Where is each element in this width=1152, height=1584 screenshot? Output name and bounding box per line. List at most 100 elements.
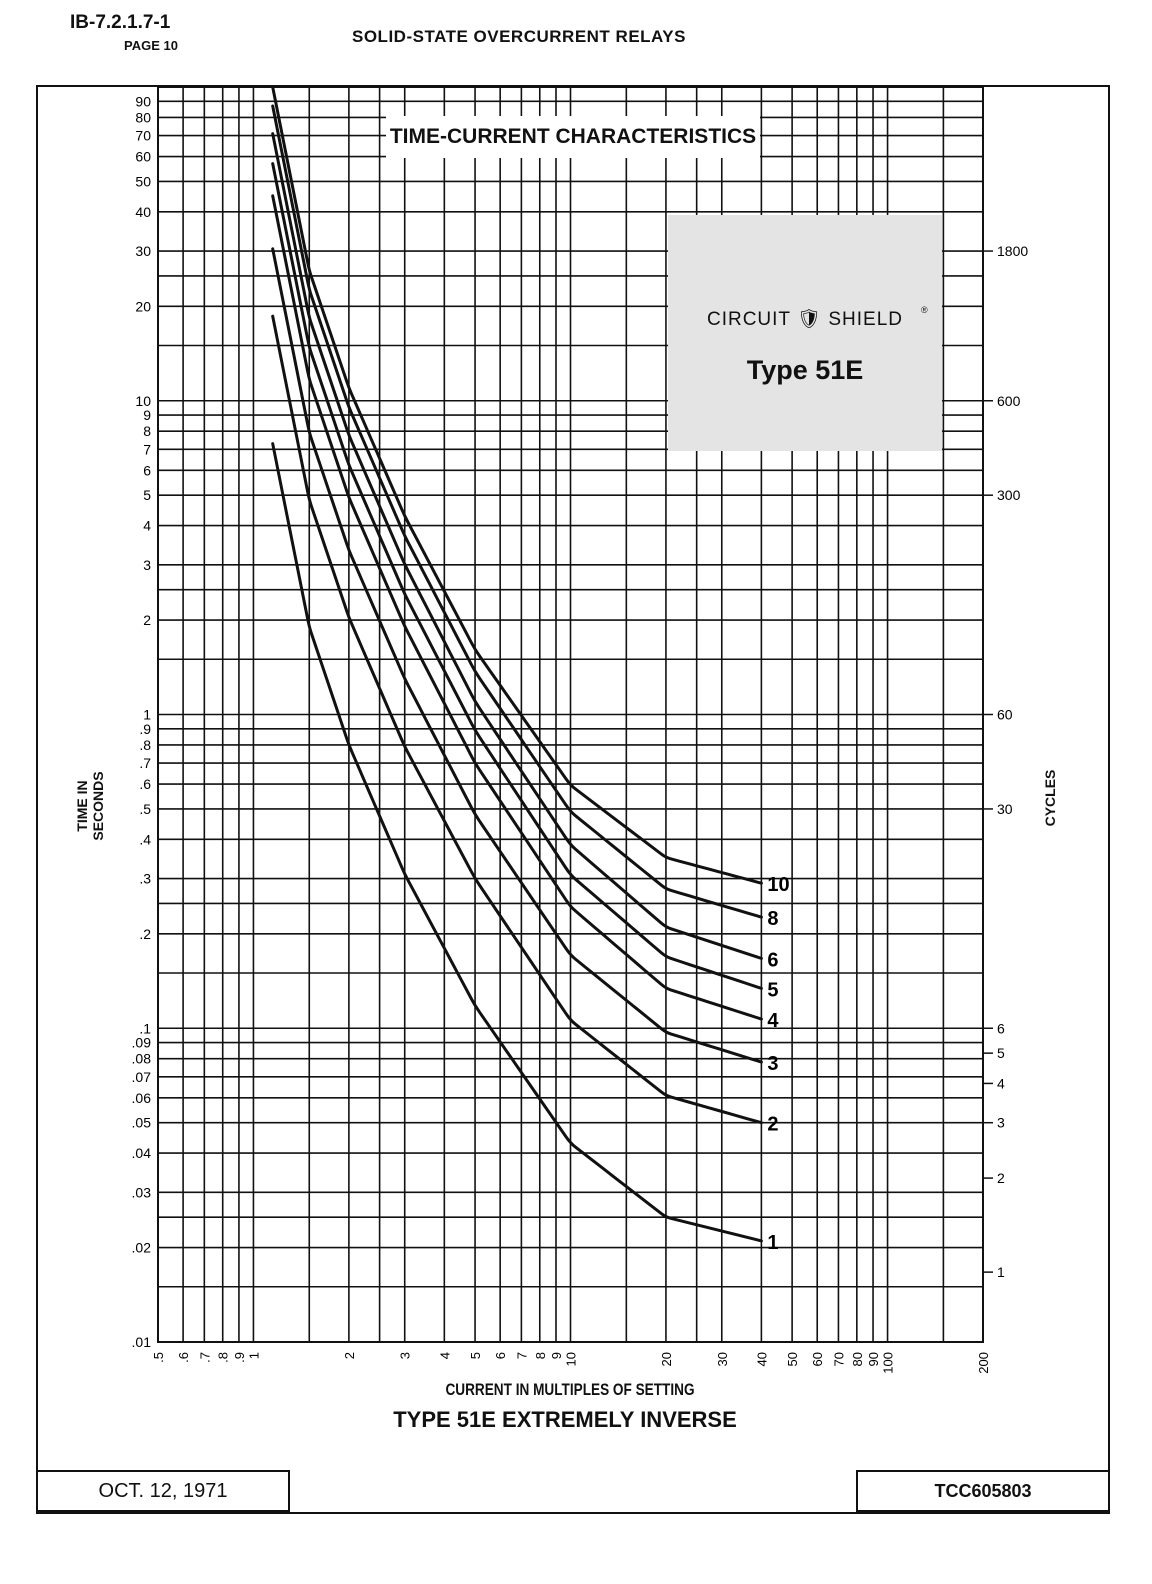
x-tick-label: 2 [342,1352,357,1359]
y-tick-label: 5 [143,487,151,503]
time-dial-curve-8 [271,104,763,919]
x-tick-label: 200 [976,1352,991,1374]
y-tick-label: 2 [143,612,151,628]
y2-tick-label: 6 [997,1020,1005,1036]
y2-tick-label: 600 [997,393,1021,409]
chart-title: TIME-CURRENT CHARACTERISTICS [386,116,760,158]
y-tick-label: .04 [132,1145,152,1161]
x-tick-label: 100 [881,1352,896,1374]
x-tick-label: .6 [176,1352,191,1363]
x-tick-label: 20 [659,1352,674,1366]
tick-labels: .5.6.7.8.9 1 2 3 4 5 6 7 8 9 10 20 30 40 50 60 70 80 90 100… [132,93,1029,1373]
x-tick-label: 80 [850,1352,865,1366]
y-tick-label: .08 [132,1051,152,1067]
y2-tick-label: 4 [997,1075,1005,1091]
y2-tick-label: 1800 [997,243,1028,259]
y2-axis-label: CYCLES [1042,769,1058,827]
y2-tick-label: 60 [997,707,1013,723]
y-tick-label: .8 [139,737,151,753]
curve-label-6: 6 [767,949,778,971]
chart-subtitle: TYPE 51E EXTREMELY INVERSE [393,1407,737,1432]
x-tick-label: 30 [715,1352,730,1366]
y-axis-label: TIME IN SECONDS [74,771,106,841]
x-tick-label: 70 [831,1352,846,1366]
y-tick-label: 60 [135,149,151,165]
y-tick-label: .03 [132,1184,152,1200]
x-tick-label: 6 [493,1352,508,1359]
shield-icon: 🛡︎ [796,309,823,330]
x-tick-label: 50 [785,1352,800,1366]
y-tick-label: 40 [135,204,151,220]
y-tick-label: .1 [139,1020,151,1036]
x-tick-label: 1 [246,1352,261,1359]
document-id: IB-7.2.1.7-1 [70,12,171,33]
tcc-number: TCC605803 [856,1470,1110,1512]
time-dial-curve-3 [271,247,763,1064]
date-box: OCT. 12, 1971 [36,1470,290,1512]
y-tick-label: .7 [139,755,151,771]
curve-label-1: 1 [767,1232,778,1254]
y-tick-label: 70 [135,128,151,144]
x-tick-label: 7 [514,1352,529,1359]
y2-tick-label: 30 [997,801,1013,817]
y-tick-label: .01 [132,1334,152,1350]
y-tick-label: 4 [143,518,151,534]
curve-label-8: 8 [767,908,778,930]
y-tick-label: 80 [135,109,151,125]
y-tick-label: .09 [132,1035,152,1051]
x-tick-label: 40 [754,1352,769,1366]
curve-label-10: 10 [767,874,789,896]
brand-left: CIRCUIT [706,309,791,330]
curve-label-3: 3 [767,1053,778,1075]
y-tick-label: .02 [132,1240,152,1256]
y-tick-label: 10 [135,393,151,409]
y-tick-label: 8 [143,423,151,439]
y-tick-label: .2 [139,926,151,942]
x-tick-label: 5 [468,1352,483,1359]
x-tick-label: .5 [151,1352,166,1363]
x-tick-label: 3 [398,1352,413,1359]
page-number: PAGE 10 [124,38,178,53]
grid [157,86,984,1343]
y-tick-label: 9 [143,407,151,423]
brand-right: SHIELD [828,309,904,330]
logo-panel: CIRCUIT 🛡︎ SHIELD ® Type 51E [668,215,942,451]
x-tick-label: 8 [533,1352,548,1359]
x-axis-label: CURRENT IN MULTIPLES OF SETTING [445,1380,695,1399]
time-dial-curve-6 [271,132,763,960]
time-dial-curve-4 [271,194,763,1021]
y-tick-label: .3 [139,871,151,887]
curve-label-5: 5 [767,979,778,1001]
curve-label-4: 4 [767,1010,779,1032]
y-tick-label: .05 [132,1115,152,1131]
x-tick-label: .9 [232,1352,247,1363]
y2-tick-label: 3 [997,1115,1005,1131]
y-tick-label: .6 [139,776,151,792]
document-title: SOLID-STATE OVERCURRENT RELAYS [352,27,686,46]
y-tick-label: .5 [139,801,151,817]
time-dial-curve-10 [271,85,763,885]
y-tick-label: .06 [132,1090,152,1106]
y-tick-label: 50 [135,173,151,189]
y2-tick-label: 1 [997,1264,1005,1280]
y-tick-label: 6 [143,462,151,478]
time-dial-curve-1 [271,442,763,1243]
x-tick-label: 60 [810,1352,825,1366]
y-tick-label: 20 [135,298,151,314]
y-tick-label: .07 [132,1069,152,1085]
y-tick-label: 3 [143,557,151,573]
x-tick-label: 10 [564,1352,579,1366]
brand-logo: CIRCUIT 🛡︎ SHIELD [668,307,942,331]
x-tick-label: 4 [437,1352,452,1359]
y-tick-label: .4 [139,831,151,847]
time-dial-curve-5 [271,162,763,990]
x-tick-label: 9 [549,1352,564,1359]
x-tick-label: .8 [216,1352,231,1363]
y2-tick-label: 2 [997,1170,1005,1186]
x-tick-label: .7 [197,1352,212,1363]
y-tick-label: .9 [139,721,151,737]
curve-label-2: 2 [767,1114,778,1136]
relay-type: Type 51E [746,355,864,385]
x-tick-label: 90 [866,1352,881,1366]
